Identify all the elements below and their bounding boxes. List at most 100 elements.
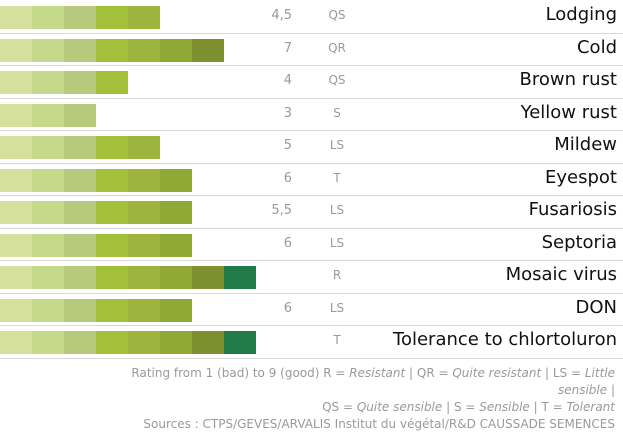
row-divider xyxy=(0,97,623,99)
bar-segment xyxy=(160,298,192,322)
rating-row: 4 QS Brown rust xyxy=(0,67,623,99)
rating-code: LS xyxy=(329,203,345,217)
score-value: 7 xyxy=(283,40,292,56)
rating-row: 4,5 QS Lodging xyxy=(0,2,623,34)
trait-label: Eyespot xyxy=(545,166,617,188)
legend-line-1: Rating from 1 (bad) to 9 (good) R = Resi… xyxy=(131,366,615,397)
bar-segment xyxy=(160,38,192,62)
bar-segment xyxy=(224,331,256,354)
bar-segment xyxy=(32,298,64,322)
bar-segment xyxy=(64,266,96,289)
rating-bar xyxy=(0,136,160,159)
bar-segment xyxy=(128,168,160,192)
trait-label: Mildew xyxy=(554,134,617,155)
row-divider xyxy=(0,227,623,229)
rating-code: S xyxy=(333,105,341,120)
bar-segment xyxy=(64,103,96,127)
rating-code: R xyxy=(332,268,342,282)
bar-segment xyxy=(32,136,64,159)
rating-row: 6 LS Septoria xyxy=(0,230,623,262)
bar-segment xyxy=(32,168,64,192)
rating-row: 7 QR Cold xyxy=(0,35,623,67)
bar-segment xyxy=(128,298,160,322)
bar-segment xyxy=(160,266,192,289)
bar-segment xyxy=(96,201,128,224)
bar-segment xyxy=(96,298,128,322)
row-divider xyxy=(0,292,623,294)
bar-segment xyxy=(64,201,96,224)
rating-code: QS xyxy=(328,73,346,87)
rating-code: LS xyxy=(329,300,345,315)
bar-segment xyxy=(160,201,192,224)
bar-segment xyxy=(224,266,256,289)
rating-row: 5 LS Mildew xyxy=(0,132,623,164)
rating-bar xyxy=(0,298,192,322)
rating-bar xyxy=(0,331,256,354)
bar-segment xyxy=(160,331,192,354)
bar-segment xyxy=(64,6,96,29)
score-value: 5,5 xyxy=(271,203,292,218)
score-value: 3 xyxy=(283,105,292,121)
bar-segment xyxy=(64,233,96,257)
bar-segment xyxy=(128,201,160,224)
rating-bar xyxy=(0,103,96,127)
bar-segment xyxy=(160,233,192,257)
bar-segment xyxy=(96,233,128,257)
bar-segment xyxy=(0,103,32,127)
trait-label: Cold xyxy=(576,36,617,58)
bar-segment xyxy=(0,136,32,159)
bar-segment xyxy=(0,298,32,322)
bar-segment xyxy=(32,38,64,62)
bar-segment xyxy=(0,6,32,29)
rating-row: T Tolerance to chlortoluron xyxy=(0,327,623,359)
trait-label: Lodging xyxy=(545,4,617,25)
score-value: 5 xyxy=(283,138,292,153)
row-divider xyxy=(0,130,623,131)
trait-label: Fusariosis xyxy=(528,199,617,220)
rating-row: 6 T Eyespot xyxy=(0,165,623,197)
bar-segment xyxy=(192,266,224,289)
rating-code: QR xyxy=(328,40,346,55)
row-divider xyxy=(0,357,623,359)
row-divider xyxy=(0,65,623,66)
rating-row: 3 S Yellow rust xyxy=(0,100,623,132)
bar-segment xyxy=(96,266,128,289)
rating-code: LS xyxy=(329,138,345,152)
score-value: 6 xyxy=(283,170,292,186)
bar-segment xyxy=(64,71,96,94)
legend-line-2: QS = Quite sensible | S = Sensible | T =… xyxy=(322,400,615,414)
rating-bar xyxy=(0,6,160,29)
bar-segment xyxy=(192,331,224,354)
rating-code: LS xyxy=(329,235,345,250)
bar-segment xyxy=(128,38,160,62)
row-divider xyxy=(0,32,623,34)
legend-footer: Rating from 1 (bad) to 9 (good) R = Resi… xyxy=(95,365,615,433)
bar-segment xyxy=(0,331,32,354)
bar-segment xyxy=(96,71,128,94)
score-value: 4 xyxy=(283,73,292,88)
rating-code: QS xyxy=(328,8,346,22)
bar-segment xyxy=(96,38,128,62)
bar-segment xyxy=(96,331,128,354)
rating-bar xyxy=(0,266,256,289)
trait-label: DON xyxy=(575,296,618,318)
bar-segment xyxy=(160,168,192,192)
bar-segment xyxy=(64,168,96,192)
bar-segment xyxy=(32,233,64,257)
rating-code: T xyxy=(333,170,341,185)
bar-segment xyxy=(64,38,96,62)
rating-row: 6 LS DON xyxy=(0,295,623,327)
rating-code: T xyxy=(333,333,341,347)
row-divider xyxy=(0,325,623,326)
trait-label: Tolerance to chlortoluron xyxy=(393,329,617,350)
bar-segment xyxy=(128,331,160,354)
rating-bar xyxy=(0,38,224,62)
bar-segment xyxy=(0,168,32,192)
bar-segment xyxy=(0,266,32,289)
trait-label: Brown rust xyxy=(519,69,617,90)
bar-segment xyxy=(128,6,160,29)
bar-segment xyxy=(32,103,64,127)
trait-label: Mosaic virus xyxy=(505,264,617,285)
rating-bar xyxy=(0,233,192,257)
rating-row: 5,5 LS Fusariosis xyxy=(0,197,623,229)
